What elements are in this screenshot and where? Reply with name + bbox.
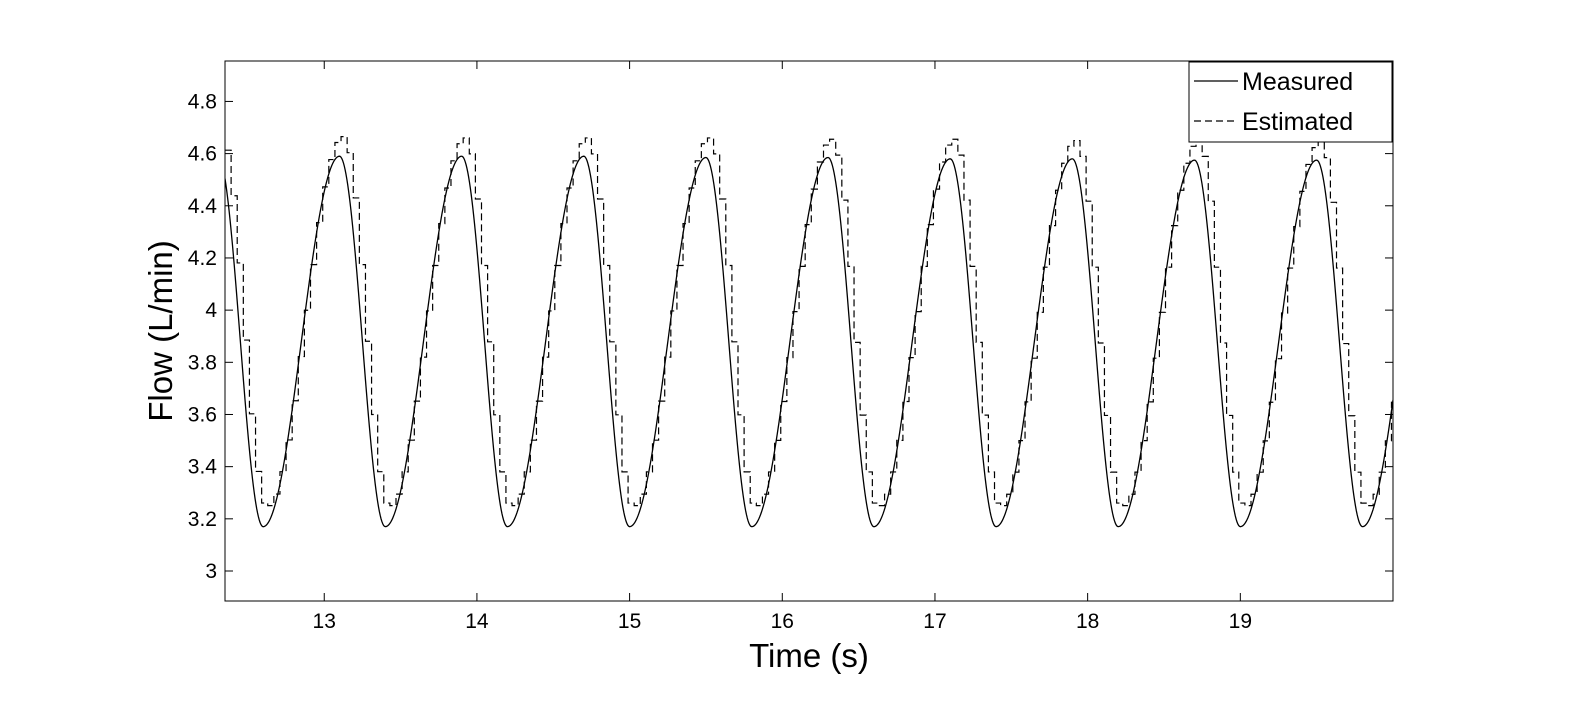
- y-axis-label: Flow (L/min): [142, 240, 179, 422]
- y-tick-label: 3.4: [188, 456, 218, 479]
- x-tick-label: 15: [618, 610, 641, 633]
- series-line-estimated: [225, 136, 1393, 507]
- y-tick-label: 4.8: [188, 90, 217, 113]
- series-layer: [225, 136, 1393, 528]
- x-tick-label: 19: [1229, 610, 1252, 633]
- y-tick-label: 3: [205, 560, 217, 583]
- y-tick-label: 3.6: [188, 403, 217, 426]
- legend-estimated-label: Estimated: [1242, 108, 1353, 136]
- x-tick-label: 17: [923, 610, 946, 633]
- x-tick-label: 18: [1076, 610, 1099, 633]
- y-tick-label: 4.6: [188, 143, 217, 166]
- legend: Measured Estimated: [1188, 61, 1393, 143]
- legend-measured-label: Measured: [1242, 68, 1353, 96]
- y-tick-label: 4.4: [188, 195, 218, 218]
- y-tick-label: 3.2: [188, 508, 217, 531]
- legend-box: [1188, 61, 1393, 143]
- x-tick-label: 16: [771, 610, 794, 633]
- plot-frame: [224, 60, 1394, 602]
- y-tick-label: 4: [205, 299, 217, 322]
- labels-layer: 13 14 15 16 17 18 19 3 3.2 3.4 3.6 3.8 4 4.2 4.4 4.6 4.8: [188, 90, 1252, 633]
- y-tick-label: 4.2: [188, 247, 217, 270]
- series-line-measured: [225, 155, 1393, 528]
- ticks-layer: [225, 61, 1393, 601]
- x-axis-label: Time (s): [749, 637, 869, 674]
- x-tick-label: 14: [465, 610, 489, 633]
- x-tick-label: 13: [313, 610, 336, 633]
- y-tick-label: 3.8: [188, 351, 217, 374]
